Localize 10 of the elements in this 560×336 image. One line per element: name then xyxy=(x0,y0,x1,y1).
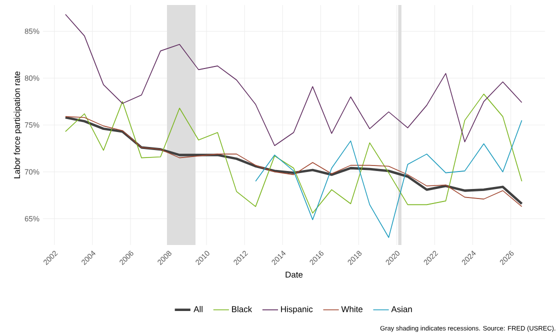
legend-label: Black xyxy=(232,306,252,312)
line-series xyxy=(65,14,522,146)
legend-label: Hispanic xyxy=(281,306,313,314)
line-series xyxy=(65,94,522,214)
legend-label: White xyxy=(341,306,362,312)
x-axis-title: Date xyxy=(286,272,303,278)
legend-label: Asian xyxy=(391,306,412,312)
line-series xyxy=(255,120,522,238)
y-axis-title: Labor force participation rate xyxy=(14,72,22,178)
legend-label: All xyxy=(194,306,202,312)
